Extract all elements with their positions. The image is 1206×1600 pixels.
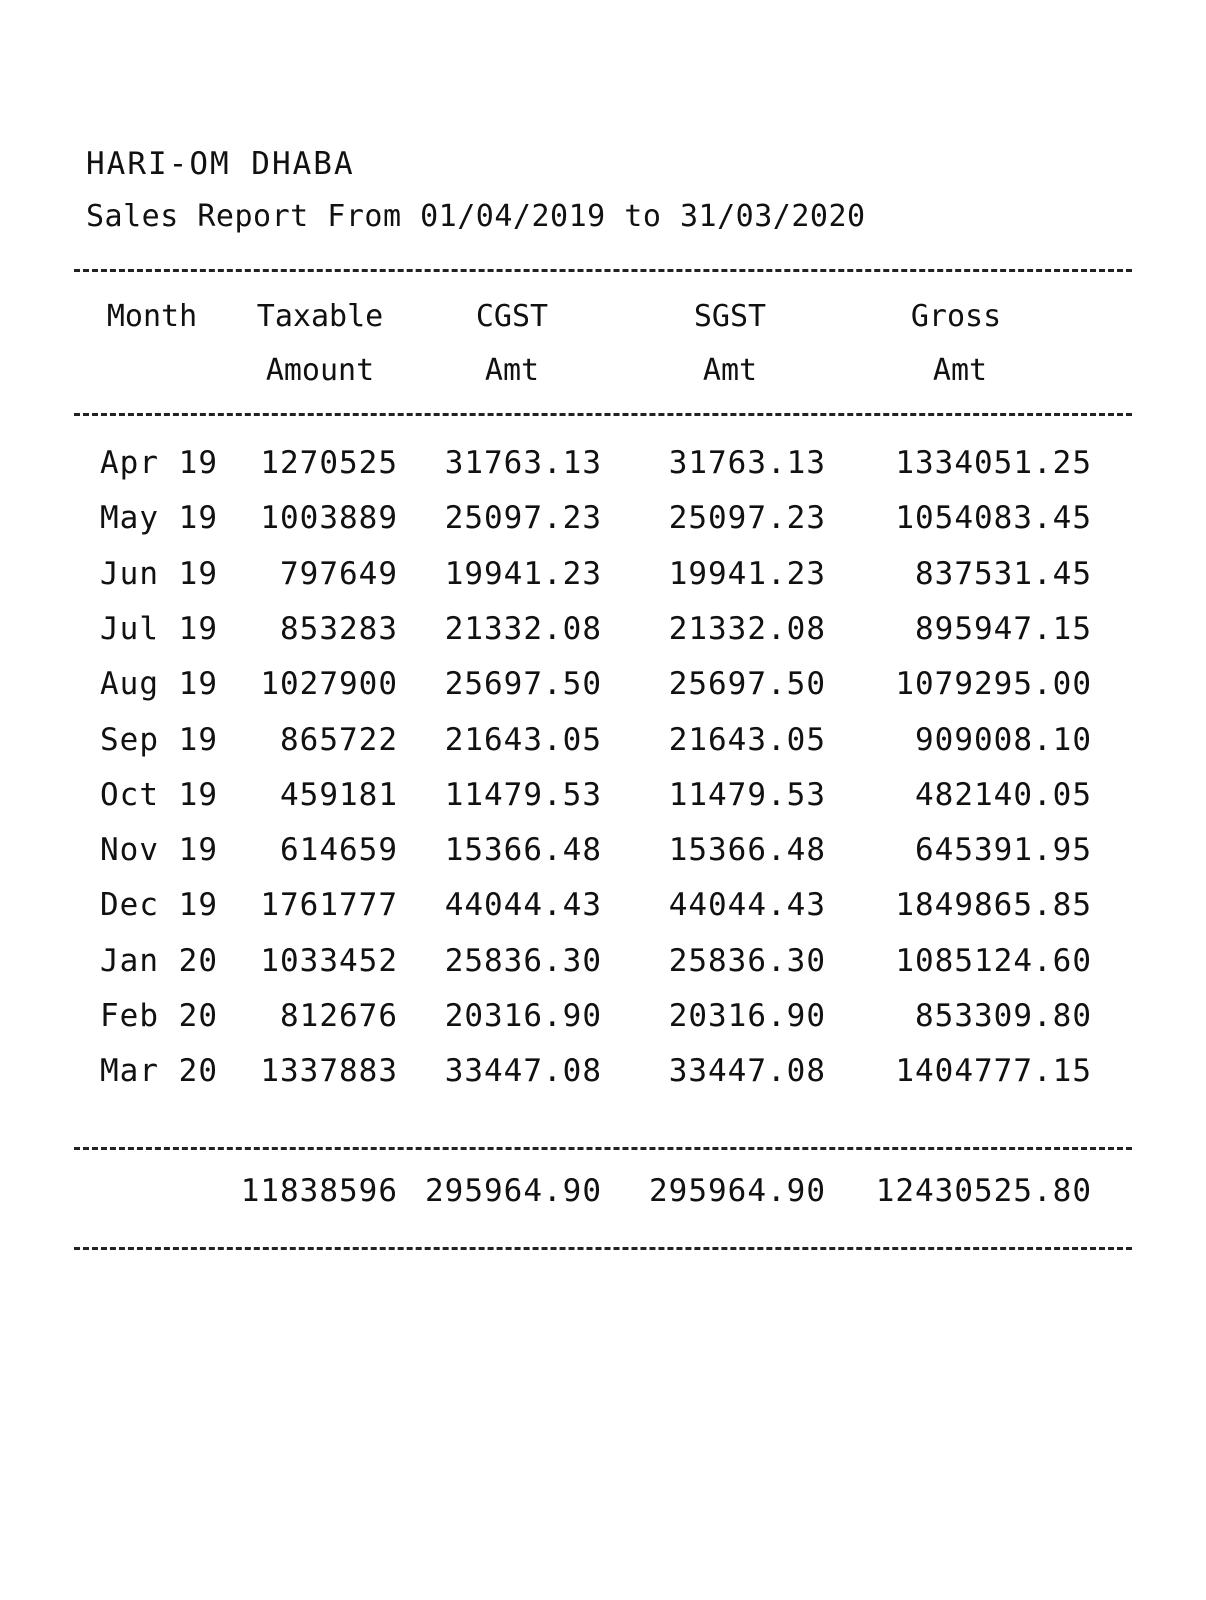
row-month: Jan 20 <box>100 942 218 979</box>
totals-row: 11838596 295964.90 295964.90 12430525.80 <box>0 1173 1206 1213</box>
row-taxable: 1033452 <box>260 942 398 979</box>
row-gross: 1404777.15 <box>895 1053 1092 1090</box>
row-month: Sep 19 <box>100 721 218 758</box>
dashed-divider-top <box>74 269 1132 272</box>
table-row: Jan 20 1033452 25836.30 25836.30 1085124.60 <box>0 943 1206 983</box>
row-sgst: 25097.23 <box>668 500 826 537</box>
row-sgst: 11479.53 <box>668 776 826 813</box>
row-taxable: 865722 <box>280 721 398 758</box>
row-month: Aug 19 <box>100 666 218 703</box>
row-gross: 482140.05 <box>915 776 1092 813</box>
row-month: Dec 19 <box>100 887 218 924</box>
header-taxable-sub: Amount <box>265 353 375 388</box>
row-month: Apr 19 <box>100 445 218 481</box>
row-taxable: 1027900 <box>260 666 398 703</box>
row-cgst: 25097.23 <box>444 500 602 537</box>
row-sgst: 31763.13 <box>668 445 826 481</box>
dashed-divider-bottom <box>74 1247 1132 1250</box>
row-month: Mar 20 <box>100 1053 218 1090</box>
table-row: May 19 1003889 25097.23 25097.23 1054083.45 <box>0 500 1206 540</box>
row-cgst: 31763.13 <box>444 445 602 481</box>
total-cgst: 295964.90 <box>425 1173 602 1209</box>
table-row: Oct 19 459181 11479.53 11479.53 482140.05 <box>0 777 1206 817</box>
row-taxable: 812676 <box>280 998 398 1034</box>
row-cgst: 21332.08 <box>444 610 602 647</box>
row-gross: 1079295.00 <box>895 666 1092 703</box>
header-taxable: Taxable <box>256 299 384 334</box>
row-month: Nov 19 <box>100 832 218 869</box>
dashed-divider-totals <box>74 1147 1132 1150</box>
row-cgst: 19941.23 <box>444 555 602 592</box>
business-name: HARI-OM DHABA <box>86 146 355 182</box>
row-gross: 1334051.25 <box>895 445 1092 481</box>
row-sgst: 21332.08 <box>668 610 826 647</box>
total-sgst: 295964.90 <box>649 1173 826 1209</box>
row-cgst: 21643.05 <box>444 721 602 758</box>
row-month: Feb 20 <box>100 998 218 1034</box>
row-sgst: 21643.05 <box>668 721 826 758</box>
row-taxable: 614659 <box>280 832 398 869</box>
total-taxable: 11838596 <box>240 1173 398 1209</box>
report-subtitle: Sales Report From 01/04/2019 to 31/03/20… <box>86 199 866 234</box>
row-cgst: 20316.90 <box>444 998 602 1034</box>
row-gross: 895947.15 <box>915 610 1092 647</box>
row-sgst: 25697.50 <box>668 666 826 703</box>
row-month: May 19 <box>100 500 218 537</box>
row-gross: 1849865.85 <box>895 887 1092 924</box>
row-month: Oct 19 <box>100 776 218 813</box>
table-row: Jul 19 853283 21332.08 21332.08 895947.15 <box>0 611 1206 651</box>
row-gross: 909008.10 <box>915 721 1092 758</box>
header-sgst-sub: Amt <box>702 353 758 388</box>
row-taxable: 853283 <box>280 610 398 647</box>
total-gross: 12430525.80 <box>875 1173 1092 1209</box>
table-row: Dec 19 1761777 44044.43 44044.43 1849865.85 <box>0 887 1206 927</box>
row-cgst: 25836.30 <box>444 942 602 979</box>
row-cgst: 25697.50 <box>444 666 602 703</box>
row-gross: 853309.80 <box>915 998 1092 1034</box>
table-row: Jun 19 797649 19941.23 19941.23 837531.45 <box>0 556 1206 596</box>
header-sgst: SGST <box>693 299 767 334</box>
row-gross: 645391.95 <box>915 832 1092 869</box>
row-gross: 837531.45 <box>915 555 1092 592</box>
row-gross: 1085124.60 <box>895 942 1092 979</box>
row-cgst: 11479.53 <box>444 776 602 813</box>
row-cgst: 33447.08 <box>444 1053 602 1090</box>
row-sgst: 15366.48 <box>668 832 826 869</box>
row-sgst: 19941.23 <box>668 555 826 592</box>
row-cgst: 15366.48 <box>444 832 602 869</box>
table-row: Nov 19 614659 15366.48 15366.48 645391.95 <box>0 832 1206 872</box>
table-row: Apr 19 1270525 31763.13 31763.13 1334051.25 <box>0 445 1206 485</box>
row-cgst: 44044.43 <box>444 887 602 924</box>
row-taxable: 1270525 <box>260 445 398 481</box>
dashed-divider-header <box>74 413 1132 416</box>
row-taxable: 1003889 <box>260 500 398 537</box>
row-taxable: 1761777 <box>260 887 398 924</box>
table-row: Sep 19 865722 21643.05 21643.05 909008.10 <box>0 722 1206 762</box>
table-row: Mar 20 1337883 33447.08 33447.08 1404777.15 <box>0 1053 1206 1093</box>
header-month: Month <box>106 299 198 334</box>
row-sgst: 44044.43 <box>668 887 826 924</box>
row-taxable: 1337883 <box>260 1053 398 1090</box>
row-gross: 1054083.45 <box>895 500 1092 537</box>
row-month: Jun 19 <box>100 555 218 592</box>
header-cgst-sub: Amt <box>484 353 540 388</box>
header-gross-sub: Amt <box>932 353 988 388</box>
row-sgst: 33447.08 <box>668 1053 826 1090</box>
row-month: Jul 19 <box>100 610 218 647</box>
header-cgst: CGST <box>475 299 549 334</box>
row-sgst: 20316.90 <box>668 998 826 1034</box>
table-row: Feb 20 812676 20316.90 20316.90 853309.80 <box>0 998 1206 1038</box>
row-sgst: 25836.30 <box>668 942 826 979</box>
header-gross: Gross <box>910 299 1002 334</box>
table-row: Aug 19 1027900 25697.50 25697.50 1079295.00 <box>0 666 1206 706</box>
row-taxable: 459181 <box>280 776 398 813</box>
row-taxable: 797649 <box>280 555 398 592</box>
